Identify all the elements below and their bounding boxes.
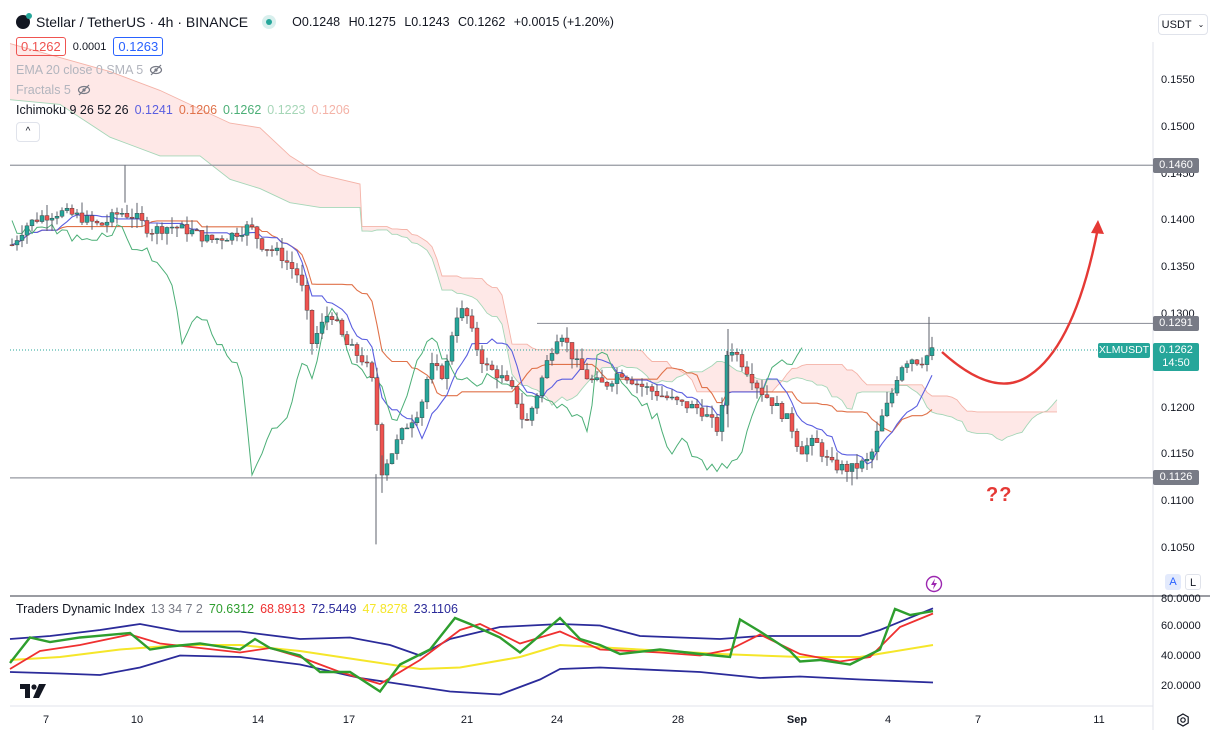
settings-gear-icon[interactable] xyxy=(1176,713,1190,727)
price-tick: 0.1500 xyxy=(1161,120,1195,133)
indicator-value: 47.8278 xyxy=(362,602,408,616)
ema-label: EMA 20 close 0 SMA 5 xyxy=(16,63,144,77)
auto-scale-button[interactable]: A xyxy=(1165,574,1181,590)
tdi-values: 70.6312 68.8913 72.5449 47.8278 23.1106 xyxy=(209,602,464,616)
indicator-value: 0.1262 xyxy=(223,103,262,117)
level-price-tag: 0.1291 xyxy=(1153,315,1199,331)
candlesticks[interactable] xyxy=(9,165,935,545)
date-tick: 10 xyxy=(130,714,144,726)
price-tick: 0.1100 xyxy=(1161,495,1194,508)
symbol-header: Stellar / TetherUS · 4h · BINANCE O0.124… xyxy=(16,13,619,30)
date-tick: 21 xyxy=(460,714,474,726)
price-tick: 0.1150 xyxy=(1161,448,1194,461)
fractals-label: Fractals 5 xyxy=(16,83,71,97)
open-value: O0.1248 xyxy=(292,15,341,29)
stellar-logo-icon xyxy=(16,13,32,29)
currency-select[interactable]: USDT ⌄ xyxy=(1158,14,1208,35)
date-tick: 7 xyxy=(974,714,982,726)
currency-label: USDT xyxy=(1161,18,1192,31)
indicator-value: 0.1206 xyxy=(178,103,218,117)
projection-arrow[interactable] xyxy=(941,220,1104,385)
ichimoku-label: Ichimoku 9 26 52 26 xyxy=(16,103,129,117)
collapse-legend-button[interactable]: ^ xyxy=(16,122,40,142)
indicator-value: 72.5449 xyxy=(311,602,357,616)
indicator-value: 70.6312 xyxy=(208,602,255,616)
level-price-tag: 0.1126 xyxy=(1153,470,1199,486)
ohlc-values: O0.1248 H0.1275 L0.1243 C0.1262 +0.0015 … xyxy=(292,15,619,29)
question-annotation[interactable]: ?? xyxy=(986,484,1013,506)
live-price-tag: 0.1262 14:50 xyxy=(1153,343,1199,371)
live-price: 0.1262 xyxy=(1159,344,1193,356)
indicator-value: 0.1241 xyxy=(134,103,173,117)
date-tick: 17 xyxy=(342,714,356,726)
indicator-tdi[interactable]: Traders Dynamic Index 13 34 7 2 70.6312 6… xyxy=(16,602,464,616)
ichimoku-cloud xyxy=(9,43,1058,442)
indicator-value: 0.1206 xyxy=(311,103,350,117)
indicator-value: 23.1106 xyxy=(413,602,458,616)
ichimoku-lines xyxy=(11,214,933,477)
price-tick: 0.1400 xyxy=(1161,214,1195,227)
symbol-price-tag: XLMUSDT xyxy=(1098,343,1150,358)
ichimoku-values: 0.1241 0.1206 0.1262 0.1223 0.1206 xyxy=(135,103,356,117)
tdi-params: 13 34 7 2 xyxy=(150,602,203,616)
date-tick: Sep xyxy=(786,714,808,726)
close-value: C0.1262 xyxy=(458,15,506,29)
date-tick: 4 xyxy=(884,714,892,726)
date-tick: 7 xyxy=(42,714,50,726)
log-scale-button[interactable]: L xyxy=(1185,574,1201,590)
hidden-eye-icon[interactable] xyxy=(77,83,91,97)
tdi-tick: 40.0000 xyxy=(1161,650,1201,662)
sell-button[interactable]: 0.1262 xyxy=(16,37,66,56)
date-tick: 11 xyxy=(1093,714,1105,726)
tdi-lines xyxy=(9,607,934,696)
tradingview-logo-icon xyxy=(20,684,46,698)
indicator-ichimoku[interactable]: Ichimoku 9 26 52 26 0.1241 0.1206 0.1262 0.… xyxy=(16,103,356,117)
low-value: L0.1243 xyxy=(404,15,450,29)
market-open-icon xyxy=(262,15,277,29)
horizontal-levels[interactable] xyxy=(10,164,1153,479)
date-tick: 14 xyxy=(251,714,265,726)
hidden-eye-icon[interactable] xyxy=(149,63,163,77)
date-tick: 24 xyxy=(550,714,564,726)
indicator-ema[interactable]: EMA 20 close 0 SMA 5 xyxy=(16,63,163,77)
price-tick: 0.1200 xyxy=(1161,401,1195,414)
price-tick: 0.1550 xyxy=(1161,74,1195,86)
price-tick: 0.1350 xyxy=(1161,261,1195,274)
chevron-down-icon: ⌄ xyxy=(1197,20,1205,29)
price-tick: 0.1050 xyxy=(1161,542,1195,554)
tdi-tick: 60.0000 xyxy=(1161,620,1201,632)
symbol-title[interactable]: Stellar / TetherUS · 4h · BINANCE xyxy=(36,14,249,30)
buy-button[interactable]: 0.1263 xyxy=(113,37,164,56)
bid-ask: 0.1262 0.0001 0.1263 xyxy=(16,37,164,56)
bar-countdown: 14:50 xyxy=(1162,357,1190,369)
chevron-up-icon: ^ xyxy=(25,126,31,137)
indicator-fractals[interactable]: Fractals 5 xyxy=(16,83,91,97)
indicator-value: 68.8913 xyxy=(260,602,306,616)
flash-icon[interactable] xyxy=(925,575,943,593)
tdi-tick: 20.0000 xyxy=(1161,680,1201,692)
date-tick: 28 xyxy=(671,714,685,726)
tdi-label: Traders Dynamic Index xyxy=(16,602,145,616)
indicator-value: 0.1223 xyxy=(267,103,306,117)
tdi-tick: 80.0000 xyxy=(1161,593,1201,605)
high-value: H0.1275 xyxy=(348,15,396,29)
level-price-tag: 0.1460 xyxy=(1153,157,1199,173)
change-value: +0.0015 (+1.20%) xyxy=(513,15,614,29)
spread-value: 0.0001 xyxy=(72,40,107,53)
